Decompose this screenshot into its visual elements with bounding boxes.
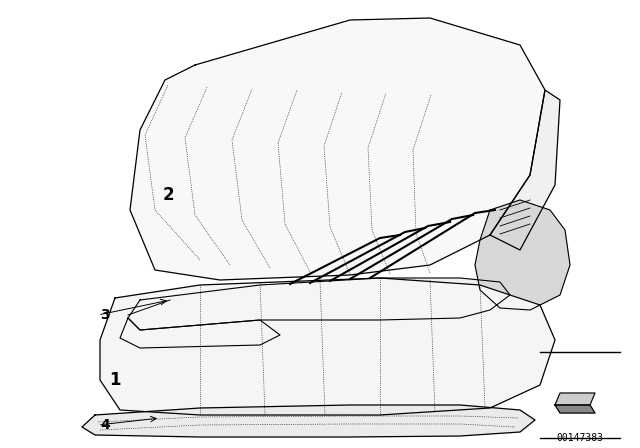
Polygon shape [100,278,555,415]
Polygon shape [555,393,595,405]
Polygon shape [490,90,560,250]
Text: 3: 3 [100,308,110,322]
Polygon shape [128,278,510,330]
Text: 1: 1 [109,371,121,389]
Text: 00147383: 00147383 [557,433,604,443]
Polygon shape [130,18,545,280]
Polygon shape [475,200,570,310]
Polygon shape [120,318,280,348]
Text: 2: 2 [162,186,174,204]
Polygon shape [555,405,595,413]
Polygon shape [82,405,535,437]
Text: 4: 4 [100,418,110,432]
